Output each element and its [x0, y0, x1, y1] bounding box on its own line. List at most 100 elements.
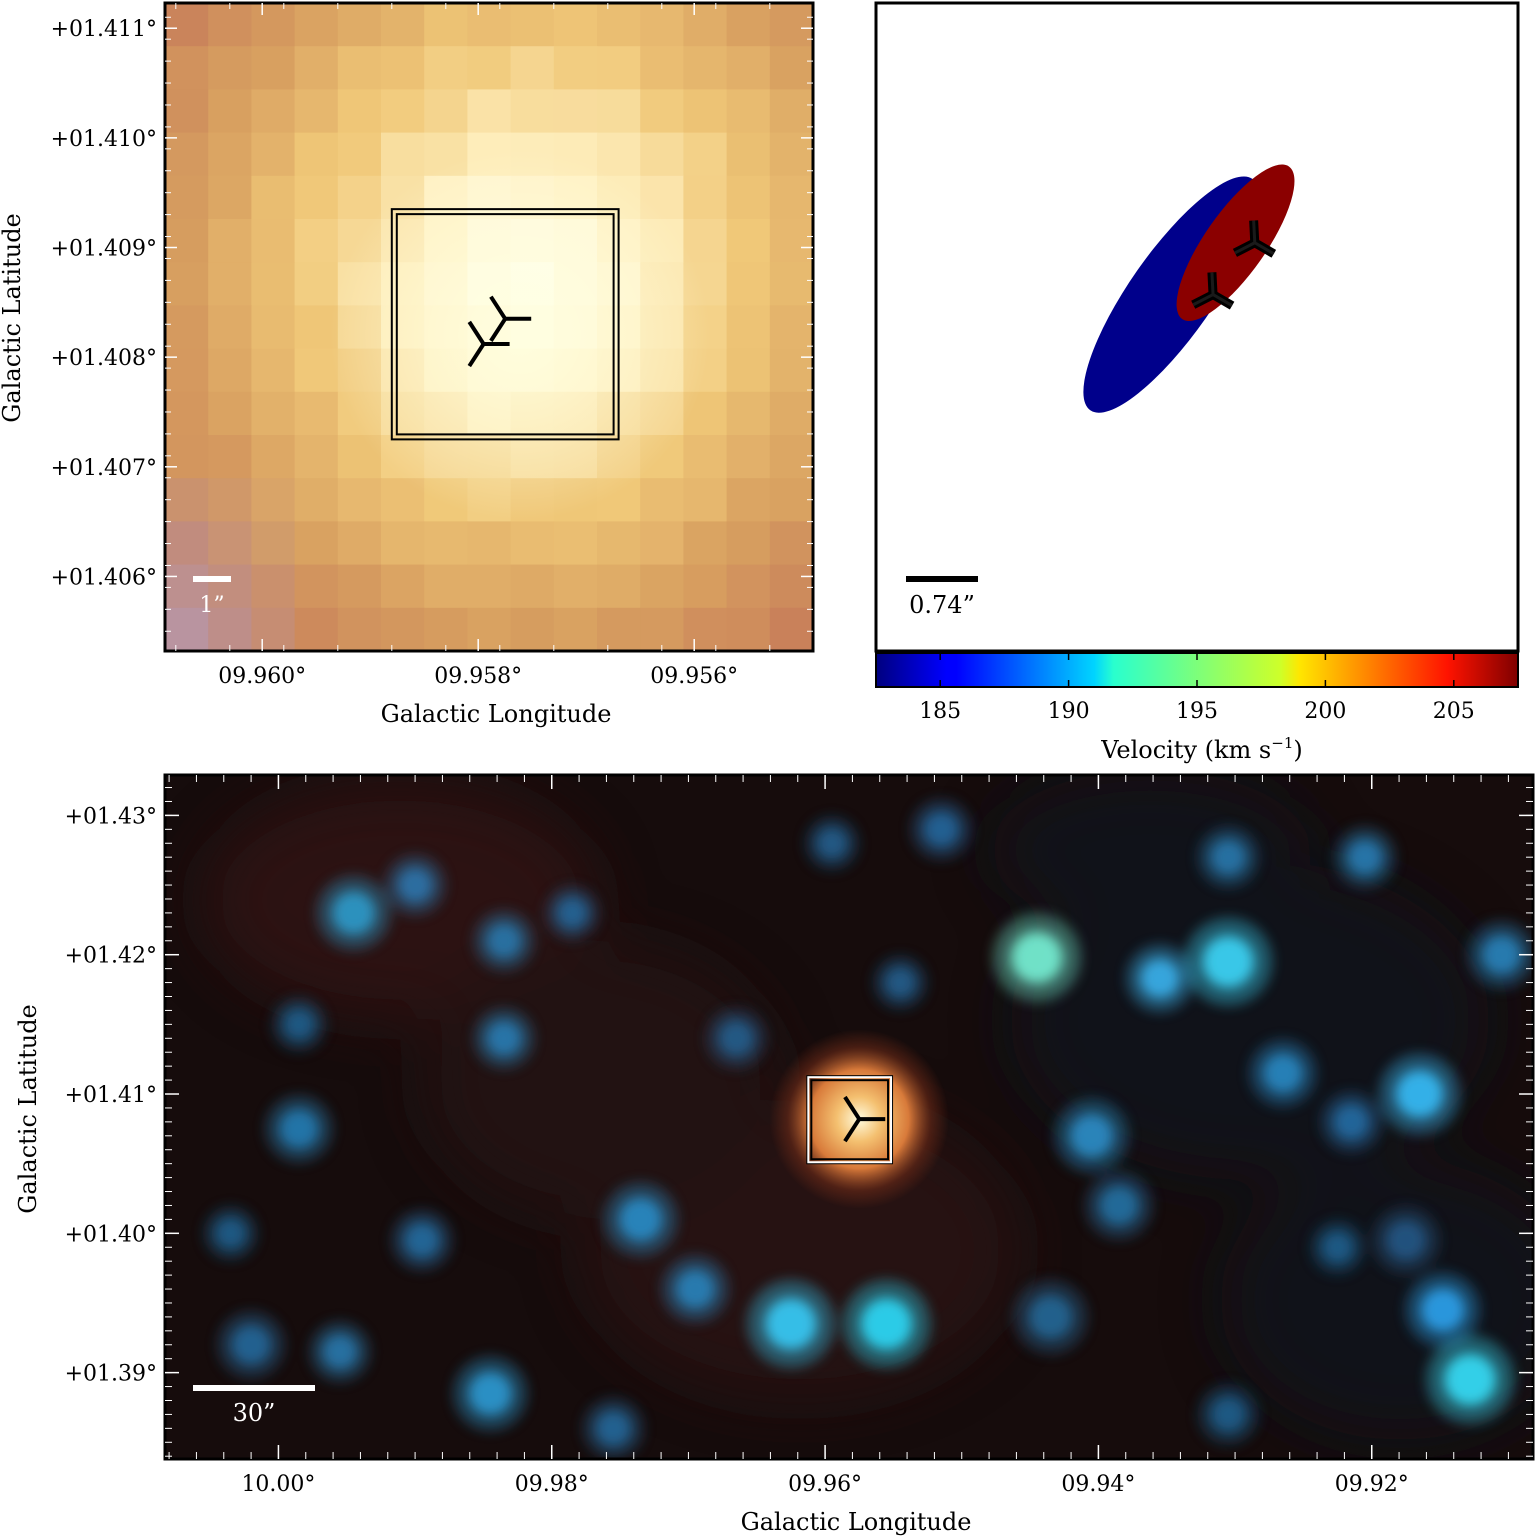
- star-core: [618, 1197, 663, 1242]
- star-core: [1333, 1103, 1370, 1140]
- image-pixel: [337, 564, 382, 609]
- image-pixel: [726, 175, 771, 220]
- y-tick-label: +01.40°: [65, 1222, 157, 1247]
- image-pixel: [337, 3, 382, 47]
- x-tick-label: 09.958°: [434, 664, 522, 689]
- image-pixel: [467, 3, 512, 47]
- axis-ticks: 10.00° 09.98° 09.96° 09.94° 09.92° +01.43° +01…: [65, 775, 1533, 1497]
- image-pixel: [251, 89, 296, 134]
- star-core: [231, 1324, 272, 1365]
- image-pixel: [726, 564, 771, 609]
- colorbar-tick-label: 190: [1048, 699, 1090, 724]
- source-box-inner: [395, 213, 615, 436]
- image-pixel: [597, 46, 641, 90]
- image-pixel: [424, 564, 468, 609]
- star-core: [1262, 1053, 1303, 1094]
- marker-icon: [843, 1095, 886, 1143]
- image-pixel: [208, 262, 252, 306]
- star-core: [595, 1410, 632, 1447]
- source-box-outer: [390, 208, 620, 441]
- panel-top-left: 09.960° 09.958° 09.956° +01.411° +01.410° +01…: [0, 1, 815, 728]
- image-pixel: [381, 89, 425, 134]
- image-pixel: [424, 607, 468, 651]
- image-pixel: [769, 478, 813, 522]
- image-pixel: [769, 607, 813, 651]
- image-pixel: [381, 521, 425, 566]
- star-field: [203, 798, 1533, 1459]
- image-pixel: [251, 262, 296, 306]
- star-core: [1139, 958, 1180, 999]
- image-pixel: [165, 348, 209, 393]
- star-core: [1210, 839, 1247, 876]
- star-core: [485, 922, 522, 959]
- star-core: [468, 1371, 513, 1416]
- image-pixel: [769, 348, 813, 393]
- star-core: [321, 1333, 358, 1370]
- y-axis-label: Galactic Latitude: [0, 213, 26, 423]
- image-pixel: [597, 89, 641, 134]
- image-pixel: [769, 435, 813, 479]
- star-core: [1444, 1353, 1497, 1406]
- y-tick-label: +01.43°: [65, 804, 157, 829]
- image-pixel: [208, 305, 252, 350]
- scale-bar-label: 1”: [199, 593, 224, 618]
- image-pixel: [208, 607, 252, 651]
- image-pixel: [208, 175, 252, 220]
- y-tick-label: +01.406°: [51, 565, 157, 590]
- image-pixel: [683, 521, 728, 566]
- image-pixel: [553, 46, 598, 90]
- image-pixel: [769, 3, 813, 47]
- star-core: [1346, 839, 1383, 876]
- image-pixel: [208, 564, 252, 609]
- image-pixel: [726, 89, 771, 134]
- star-core: [764, 1297, 817, 1350]
- image-pixel: [165, 89, 209, 134]
- star-core: [675, 1269, 716, 1310]
- axis-ticks: 09.960° 09.958° 09.956° +01.411° +01.410° +01…: [51, 3, 813, 689]
- image-pixel: [165, 175, 209, 220]
- image-pixel: [726, 348, 771, 393]
- star-core: [1395, 1070, 1444, 1119]
- image-pixel: [424, 89, 468, 134]
- scale-bar: 1”: [193, 576, 231, 618]
- x-tick-label: 09.98°: [515, 1472, 589, 1497]
- image-pixel: [294, 607, 339, 651]
- image-pixel: [165, 607, 209, 651]
- image-pixel: [165, 132, 209, 177]
- image-pixel: [769, 46, 813, 90]
- colorbar-tick-label: 185: [919, 699, 961, 724]
- image-pixel: [769, 89, 813, 134]
- image-pixel: [726, 219, 771, 263]
- image-pixel: [726, 305, 771, 350]
- image-pixel: [769, 132, 813, 177]
- scale-bar: 30”: [193, 1385, 315, 1427]
- x-tick-label: 09.960°: [218, 664, 306, 689]
- image-pixel: [467, 564, 512, 609]
- marker-icon: [489, 295, 532, 342]
- plot-frame: [163, 773, 1535, 1461]
- image-pixel: [208, 478, 252, 522]
- image-pixel: [553, 607, 598, 651]
- image-pixel: [510, 521, 555, 566]
- image-pixel: [208, 3, 252, 47]
- image-pixel: [683, 46, 728, 90]
- image-pixel: [424, 3, 468, 47]
- image-pixel: [424, 521, 468, 566]
- y-tick-label: +01.408°: [51, 346, 157, 371]
- x-tick-label: 09.956°: [650, 664, 738, 689]
- image-pixel: [208, 46, 252, 90]
- marker-icon: [1234, 220, 1275, 256]
- image-pixel: [553, 3, 598, 47]
- image-pixel: [208, 435, 252, 479]
- image-pixel: [165, 46, 209, 90]
- star-core: [718, 1020, 755, 1057]
- star-core: [1010, 931, 1063, 984]
- star-core: [1069, 1113, 1114, 1158]
- image-pixel: [640, 3, 684, 47]
- x-tick-label: 09.94°: [1061, 1472, 1135, 1497]
- image-pixel: [726, 262, 771, 306]
- colorbar-tick-label: 205: [1433, 699, 1475, 724]
- image-pixel: [251, 607, 296, 651]
- image-pixel: [294, 3, 339, 47]
- image-pixel: [726, 391, 771, 436]
